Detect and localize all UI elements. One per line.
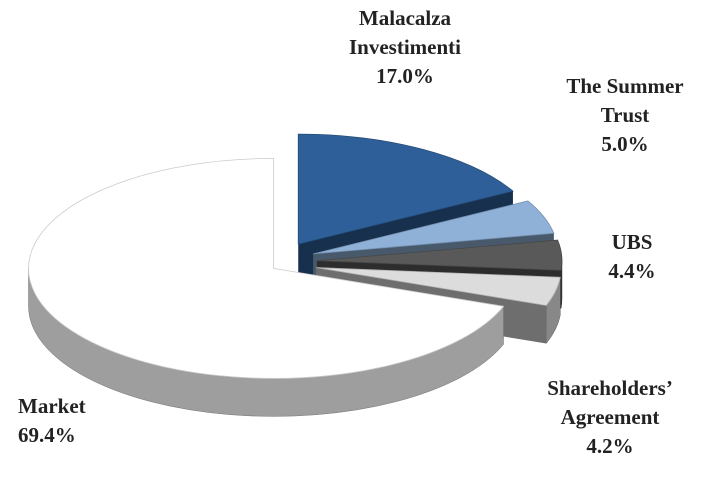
category-name: Malacalza Investimenti	[349, 6, 461, 59]
category-name: The Summer Trust	[566, 74, 684, 127]
category-name: Shareholders’ Agreement	[547, 376, 673, 429]
value-label: 5.0%	[601, 132, 649, 156]
category-name: Market	[18, 394, 86, 418]
slice-label: Market 69.4%	[18, 392, 138, 450]
slice	[313, 200, 555, 255]
slice	[28, 158, 505, 379]
slice-label: UBS 4.4%	[590, 228, 674, 286]
value-label: 69.4%	[18, 423, 76, 447]
slice	[316, 267, 561, 306]
slice-label: Malacalza Investimenti 17.0%	[325, 4, 485, 91]
category-name: UBS	[611, 230, 653, 254]
slice	[316, 239, 563, 271]
slice-label: The Summer Trust 5.0%	[545, 72, 705, 159]
value-label: 4.4%	[608, 259, 656, 283]
slice-label: Shareholders’ Agreement 4.2%	[520, 374, 700, 461]
value-label: 4.2%	[586, 434, 634, 458]
value-label: 17.0%	[376, 64, 434, 88]
slice	[297, 133, 514, 245]
